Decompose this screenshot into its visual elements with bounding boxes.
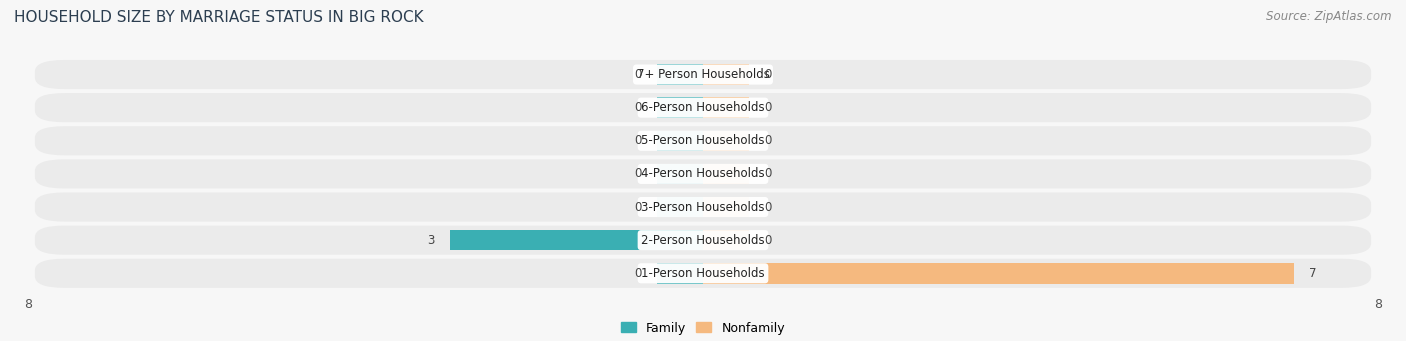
- Bar: [450, 230, 703, 250]
- Bar: [657, 263, 703, 284]
- FancyBboxPatch shape: [35, 192, 1371, 222]
- Text: 3-Person Households: 3-Person Households: [641, 201, 765, 213]
- Text: 0: 0: [765, 234, 772, 247]
- Text: 0: 0: [765, 68, 772, 81]
- Text: 1-Person Households: 1-Person Households: [641, 267, 765, 280]
- Bar: [703, 263, 1294, 284]
- Text: 0: 0: [765, 201, 772, 213]
- Bar: [657, 98, 703, 118]
- Text: 0: 0: [634, 134, 641, 147]
- Bar: [703, 98, 749, 118]
- Bar: [703, 230, 749, 250]
- FancyBboxPatch shape: [35, 93, 1371, 122]
- Text: 4-Person Households: 4-Person Households: [641, 167, 765, 180]
- Text: 5-Person Households: 5-Person Households: [641, 134, 765, 147]
- Bar: [703, 164, 749, 184]
- Text: 0: 0: [765, 134, 772, 147]
- Text: HOUSEHOLD SIZE BY MARRIAGE STATUS IN BIG ROCK: HOUSEHOLD SIZE BY MARRIAGE STATUS IN BIG…: [14, 10, 423, 25]
- Bar: [657, 64, 703, 85]
- Bar: [657, 131, 703, 151]
- Text: 0: 0: [634, 267, 641, 280]
- Text: 0: 0: [634, 167, 641, 180]
- FancyBboxPatch shape: [35, 60, 1371, 89]
- Bar: [703, 197, 749, 217]
- Text: Source: ZipAtlas.com: Source: ZipAtlas.com: [1267, 10, 1392, 23]
- FancyBboxPatch shape: [35, 226, 1371, 255]
- Legend: Family, Nonfamily: Family, Nonfamily: [621, 322, 785, 335]
- Text: 0: 0: [765, 167, 772, 180]
- Text: 0: 0: [765, 101, 772, 114]
- Text: 0: 0: [634, 201, 641, 213]
- Text: 0: 0: [634, 101, 641, 114]
- Text: 0: 0: [634, 68, 641, 81]
- Text: 7+ Person Households: 7+ Person Households: [637, 68, 769, 81]
- Bar: [703, 131, 749, 151]
- Text: 7: 7: [1309, 267, 1316, 280]
- Text: 6-Person Households: 6-Person Households: [641, 101, 765, 114]
- FancyBboxPatch shape: [35, 126, 1371, 155]
- Text: 2-Person Households: 2-Person Households: [641, 234, 765, 247]
- Text: 3: 3: [427, 234, 434, 247]
- Bar: [657, 164, 703, 184]
- FancyBboxPatch shape: [35, 259, 1371, 288]
- Bar: [703, 64, 749, 85]
- Bar: [657, 197, 703, 217]
- FancyBboxPatch shape: [35, 159, 1371, 189]
